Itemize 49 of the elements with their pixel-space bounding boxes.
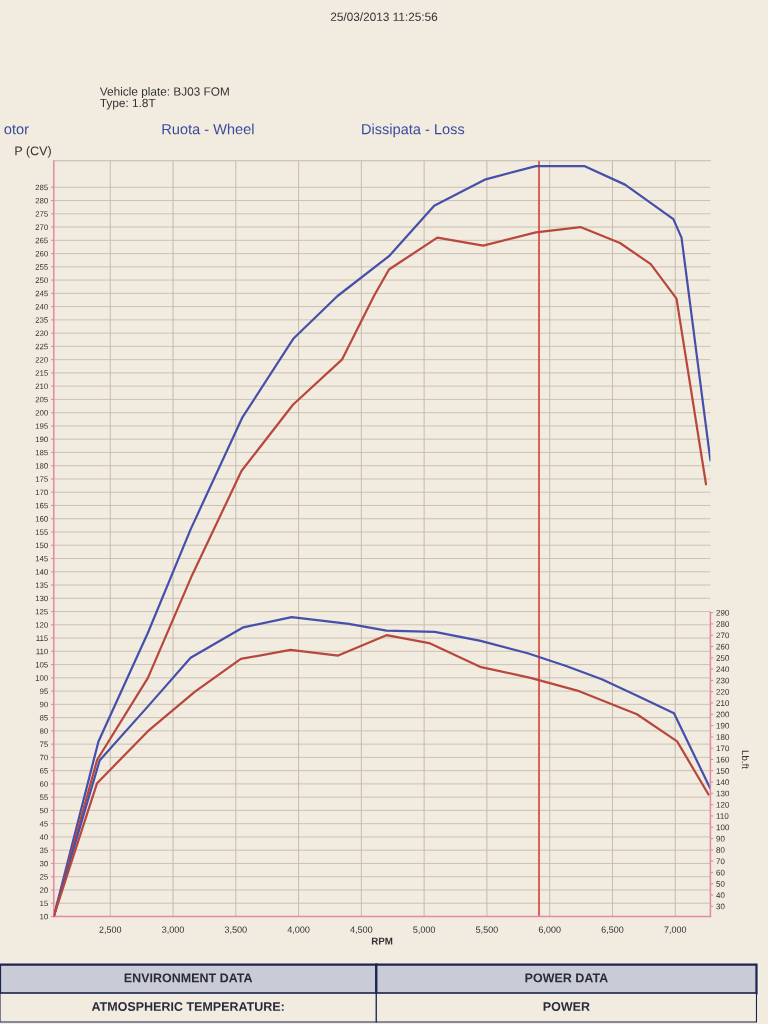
x-tick-label: 5,000 [413, 926, 436, 934]
y2-tick-label: 50 [716, 881, 725, 887]
y2-tick-label: 220 [716, 688, 730, 695]
y2-tick-label: 180 [716, 734, 730, 740]
x-tick-label: 6,000 [538, 926, 561, 934]
y2-tick-label: 80 [716, 847, 725, 853]
x-tick-label: 5,500 [475, 926, 498, 934]
x-tick-label: 6,500 [601, 926, 624, 934]
chart-title: 25/03/2013 11:25:56 [330, 12, 438, 21]
y2-tick-label: 260 [716, 643, 730, 650]
y2-tick-label: 70 [716, 858, 725, 865]
y2-tick-label: 250 [716, 655, 730, 661]
x-axis-title: RPM [371, 937, 393, 945]
y2-tick-label: 60 [716, 869, 725, 876]
y2-tick-label: 270 [716, 632, 730, 639]
y2-tick-label: 90 [716, 835, 725, 842]
text: ENVIRONMENT DATA [124, 973, 253, 983]
y2-tick-label: 140 [716, 779, 730, 786]
y2-tick-label: 170 [716, 745, 730, 752]
text: Ruota - Wheel [162, 123, 254, 135]
text: POWER [543, 1002, 590, 1011]
y2-tick-label: 290 [716, 609, 730, 616]
y2-tick-label: 100 [716, 824, 730, 831]
x-tick-label: 3,000 [162, 926, 184, 934]
y2-tick-label: 130 [716, 790, 730, 797]
text: Dissipata - Loss [362, 123, 465, 138]
y-axis-title: P (CV) [15, 146, 51, 158]
x-tick-label: 2,500 [99, 926, 122, 934]
x-tick-label: 7,000 [664, 926, 687, 934]
y2-tick-label: 40 [716, 892, 725, 899]
y2-tick-label: 150 [716, 768, 730, 774]
x-tick-label: 3,500 [224, 926, 247, 934]
text: POWER DATA [525, 973, 608, 983]
x-tick-label: 4,500 [350, 926, 373, 934]
y2-tick-label: 280 [716, 621, 730, 627]
y2-tick-label: 240 [716, 666, 730, 673]
y2-tick-label: 160 [716, 756, 730, 763]
y2-tick-label: 200 [716, 711, 730, 718]
x-tick-label: 4,000 [287, 926, 310, 934]
y2-tick-label: 210 [716, 700, 730, 706]
y2-tick-label: 30 [716, 903, 725, 910]
text: ATMOSPHERIC TEMPERATURE: [91, 1002, 284, 1011]
y2-axis-title: Lb.ft [741, 750, 750, 769]
chart-subtitle: Vehicle plate: BJ03 FOM Type: 1.8T [99, 87, 229, 110]
y2-tick-label: 190 [716, 722, 730, 729]
text: otor [4, 124, 29, 135]
y2-tick-label: 230 [716, 677, 730, 684]
y2-tick-label: 110 [716, 813, 729, 819]
y2-tick-label: 120 [716, 801, 730, 808]
